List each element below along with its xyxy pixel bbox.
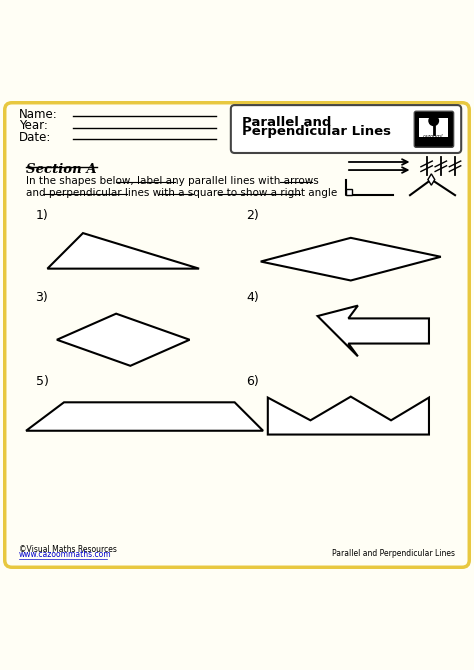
Text: Year:: Year: [19,119,48,133]
Polygon shape [318,306,429,356]
Polygon shape [47,233,199,269]
Text: In the shapes below, label any parallel lines with arrows: In the shapes below, label any parallel … [26,176,319,186]
Text: Section A: Section A [26,163,97,176]
Text: www.cazoommaths.com: www.cazoommaths.com [19,549,111,559]
Text: 5): 5) [36,375,48,388]
Polygon shape [268,397,429,435]
Text: 3): 3) [36,291,48,304]
Text: cazoom!: cazoom! [423,134,444,139]
FancyBboxPatch shape [231,105,461,153]
Text: Parallel and: Parallel and [242,115,331,129]
Text: 4): 4) [246,291,259,304]
Circle shape [429,116,438,125]
Polygon shape [26,402,263,431]
Text: and perpendicular lines with a square to show a right angle: and perpendicular lines with a square to… [26,188,337,198]
Bar [419,119,448,137]
Text: Perpendicular Lines: Perpendicular Lines [242,125,391,139]
Text: ©Visual Maths Resources: ©Visual Maths Resources [19,545,117,554]
Text: 1): 1) [36,209,48,222]
FancyBboxPatch shape [5,103,469,567]
Text: Parallel and Perpendicular Lines: Parallel and Perpendicular Lines [332,549,455,558]
Polygon shape [261,238,441,281]
FancyBboxPatch shape [414,111,454,147]
Bar [346,189,352,195]
Polygon shape [57,314,190,366]
Text: 6): 6) [246,375,259,388]
Polygon shape [428,174,435,185]
Text: Name:: Name: [19,108,58,121]
Text: Date:: Date: [19,131,51,144]
Text: 2): 2) [246,209,259,222]
